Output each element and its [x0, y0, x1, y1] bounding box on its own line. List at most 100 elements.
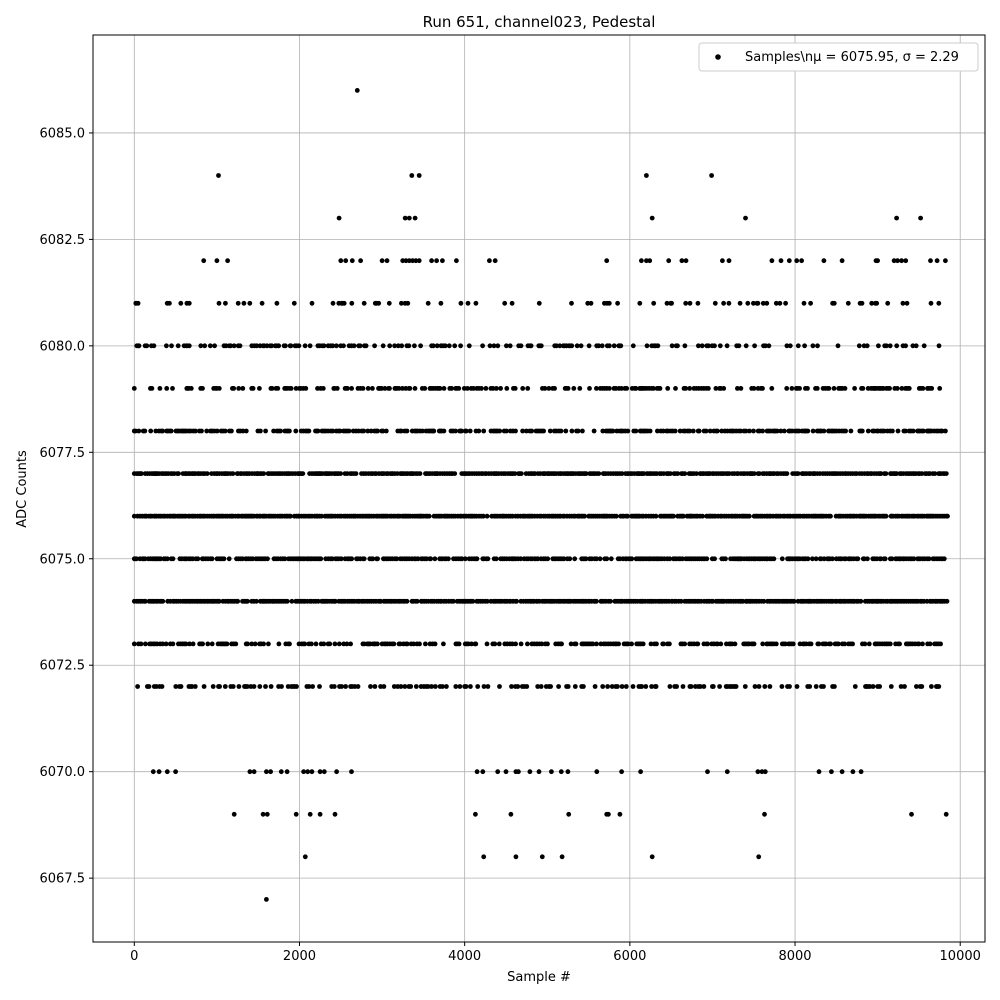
data-point — [587, 386, 592, 391]
data-point — [405, 300, 411, 306]
data-point — [216, 386, 222, 391]
data-point — [503, 769, 509, 775]
data-point — [607, 386, 612, 391]
data-point — [396, 386, 402, 391]
data-point — [384, 258, 390, 264]
data-point — [625, 641, 631, 647]
data-point — [568, 641, 574, 647]
data-point — [852, 386, 857, 391]
data-point — [458, 343, 463, 349]
data-point — [771, 556, 777, 562]
data-point — [431, 428, 437, 434]
y-tick-label: 6080.0 — [40, 339, 86, 354]
data-point — [261, 471, 267, 476]
data-point — [209, 556, 215, 562]
data-point — [828, 513, 833, 519]
data-point — [276, 641, 282, 647]
data-point — [743, 343, 749, 349]
data-point — [865, 556, 870, 562]
data-point — [571, 386, 577, 391]
data-point — [810, 556, 815, 562]
data-point — [283, 343, 288, 349]
data-point — [821, 684, 826, 689]
data-point — [864, 343, 870, 349]
data-point — [237, 343, 243, 349]
data-point — [559, 854, 565, 860]
data-point — [216, 598, 222, 604]
data-point — [897, 641, 902, 647]
data-point — [904, 300, 910, 306]
data-point — [306, 428, 312, 434]
data-point — [594, 769, 600, 775]
data-point — [395, 343, 401, 349]
data-point — [315, 598, 321, 604]
data-point — [241, 300, 247, 306]
data-point — [752, 343, 757, 349]
data-point — [430, 343, 436, 349]
data-point — [936, 343, 942, 349]
data-point — [604, 556, 610, 562]
data-point — [230, 471, 236, 476]
data-point — [360, 386, 366, 391]
data-point — [585, 300, 591, 306]
data-point — [412, 215, 418, 221]
data-point — [276, 343, 282, 349]
data-point — [778, 428, 784, 434]
data-point — [830, 556, 835, 562]
data-point — [402, 215, 408, 221]
data-point — [349, 300, 355, 306]
data-point — [538, 343, 544, 349]
data-point — [742, 684, 748, 689]
data-point — [425, 300, 431, 306]
legend: Samples\nμ = 6075.95, σ = 2.29 — [698, 42, 979, 72]
data-point — [687, 386, 693, 391]
data-point — [423, 641, 428, 647]
data-point — [317, 811, 323, 817]
x-tick-label: 4000 — [448, 949, 481, 964]
data-point — [484, 641, 490, 647]
data-point — [176, 471, 181, 476]
data-point — [310, 684, 315, 689]
data-point — [321, 769, 327, 775]
data-point — [639, 684, 645, 689]
data-point — [437, 386, 443, 391]
data-point — [667, 684, 673, 689]
data-point — [539, 641, 545, 647]
data-point — [943, 471, 949, 476]
data-point — [903, 343, 908, 349]
data-point — [736, 343, 742, 349]
data-point — [675, 471, 681, 476]
data-point — [404, 598, 410, 604]
data-point — [761, 598, 767, 604]
data-point — [408, 684, 414, 689]
data-point — [261, 641, 266, 647]
data-point — [159, 684, 165, 689]
data-point — [920, 386, 926, 391]
data-point — [164, 386, 170, 391]
data-point — [160, 598, 166, 604]
data-point — [222, 428, 228, 434]
data-point — [516, 769, 521, 775]
data-point — [263, 428, 268, 434]
data-point — [351, 343, 357, 349]
data-point — [205, 641, 211, 647]
data-point — [133, 428, 138, 434]
data-point — [338, 258, 344, 264]
data-point — [507, 343, 513, 349]
data-point — [839, 769, 845, 775]
data-point — [337, 428, 343, 434]
data-point — [894, 471, 899, 476]
data-point — [801, 300, 807, 306]
data-point — [752, 684, 758, 689]
y-tick-label: 6072.5 — [40, 659, 86, 674]
data-point — [160, 428, 166, 434]
data-point — [302, 641, 308, 647]
data-point — [723, 556, 728, 562]
data-point — [572, 556, 578, 562]
data-point — [336, 641, 342, 647]
data-point — [428, 556, 434, 562]
y-tick-label: 6067.5 — [40, 872, 86, 887]
data-point — [454, 258, 459, 264]
plot-area — [93, 35, 985, 942]
data-point — [379, 258, 385, 264]
